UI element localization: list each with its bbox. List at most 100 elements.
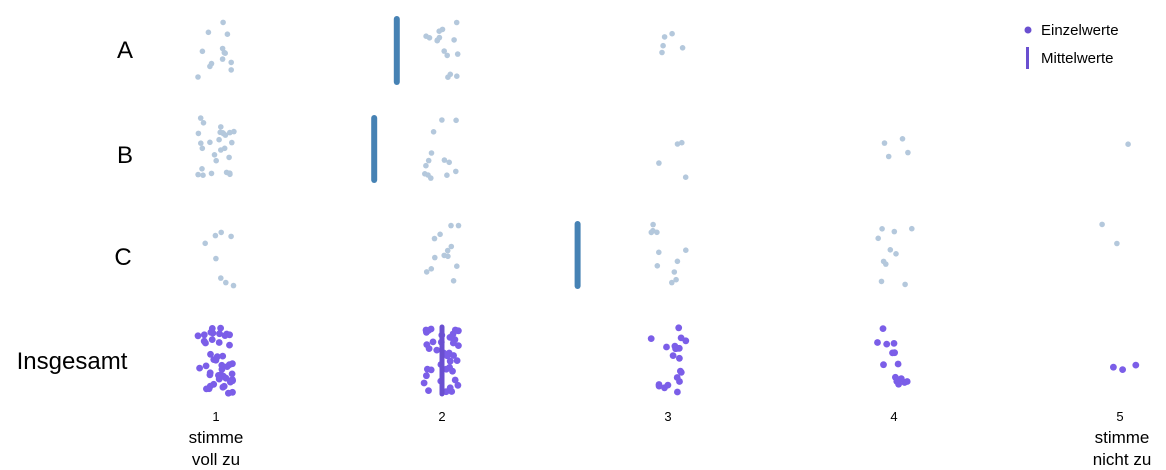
data-point-c-value-4 (909, 225, 915, 232)
data-point-insgesamt-value-1 (227, 378, 234, 386)
data-point-insgesamt-value-1 (218, 366, 226, 373)
data-point-a-value-3 (660, 42, 666, 49)
data-point-c-value-1 (213, 255, 219, 262)
data-point-a-value-2 (445, 74, 451, 80)
data-point-insgesamt-value-4 (883, 340, 891, 348)
data-point-c-value-1 (202, 240, 208, 247)
data-point-b-value-1 (221, 145, 228, 152)
data-point-insgesamt-value-4 (897, 375, 905, 383)
data-point-c-value-4 (878, 278, 885, 285)
data-point-b-value-4 (881, 140, 888, 146)
data-point-a-value-1 (228, 67, 234, 73)
data-point-a-value-3 (659, 49, 665, 56)
data-point-b-value-2 (430, 129, 437, 135)
data-point-c-value-3 (654, 263, 661, 269)
data-point-insgesamt-value-3 (675, 324, 683, 332)
data-point-a-value-1 (222, 50, 228, 56)
data-point-c-value-4 (893, 251, 899, 257)
data-point-insgesamt-value-2 (451, 326, 459, 334)
data-point-b-value-2 (453, 168, 459, 175)
data-point-insgesamt-value-1 (229, 388, 236, 396)
data-point-insgesamt-value-3 (677, 367, 684, 375)
data-point-b-value-1 (211, 152, 218, 158)
data-point-insgesamt-value-3 (677, 334, 685, 342)
data-point-b-value-3 (679, 139, 685, 146)
data-point-b-value-1 (198, 140, 204, 146)
legend-mean-swatch (1026, 47, 1029, 69)
data-point-b-value-2 (425, 157, 432, 164)
data-point-b-value-1 (200, 120, 207, 126)
data-point-c-value-1 (230, 282, 237, 289)
row-label-b: B (117, 142, 133, 169)
legend-point-swatch (1024, 26, 1032, 34)
data-point-c-value-2 (455, 222, 462, 229)
data-point-a-value-2 (451, 37, 457, 43)
data-point-b-value-2 (425, 172, 431, 178)
data-point-c-value-3 (683, 247, 689, 253)
data-point-c-value-4 (875, 235, 881, 242)
data-point-b-value-2 (439, 117, 445, 123)
data-point-insgesamt-value-2 (454, 381, 462, 389)
data-point-b-value-2 (446, 159, 453, 166)
data-point-b-value-4 (905, 149, 911, 156)
data-point-insgesamt-value-1 (205, 385, 213, 393)
row-label-a: A (117, 37, 133, 64)
data-point-a-value-3 (669, 30, 675, 37)
data-point-b-value-1 (199, 145, 206, 152)
data-point-c-value-2 (428, 266, 435, 272)
data-point-insgesamt-value-3 (676, 378, 683, 385)
data-point-a-value-3 (679, 45, 686, 51)
data-point-c-value-2 (431, 235, 438, 242)
data-point-a-value-2 (439, 26, 446, 33)
scale-left-label-line1: stimme (189, 428, 244, 447)
data-point-insgesamt-value-4 (891, 349, 898, 357)
data-point-b-value-3 (682, 174, 689, 180)
data-point-b-value-1 (218, 124, 224, 130)
data-point-insgesamt-value-1 (213, 353, 221, 361)
data-point-b-value-5 (1125, 141, 1131, 147)
data-point-insgesamt-value-4 (874, 339, 881, 346)
data-point-insgesamt-value-4 (880, 361, 887, 369)
data-point-c-value-3 (656, 249, 662, 256)
data-point-insgesamt-value-1 (200, 331, 208, 339)
data-point-insgesamt-value-4 (894, 360, 902, 368)
data-point-b-value-1 (227, 171, 233, 178)
data-point-insgesamt-value-1 (223, 363, 231, 370)
data-point-insgesamt-value-2 (425, 345, 433, 352)
data-point-a-value-2 (454, 73, 460, 79)
data-point-insgesamt-value-1 (208, 325, 216, 332)
data-point-c-value-3 (671, 269, 678, 275)
data-point-insgesamt-value-1 (217, 324, 225, 332)
data-point-a-value-2 (453, 19, 460, 26)
data-point-c-value-2 (448, 243, 455, 250)
data-point-b-value-1 (208, 170, 215, 177)
data-point-insgesamt-value-1 (221, 332, 229, 339)
legend-points-label: Einzelwerte (1041, 22, 1119, 39)
data-point-c-value-5 (1099, 221, 1105, 228)
legend-means-label: Mittelwerte (1041, 50, 1114, 67)
data-point-b-value-1 (195, 130, 202, 137)
row-label-insgesamt: Insgesamt (17, 348, 128, 375)
data-point-c-value-3 (674, 258, 681, 265)
data-point-insgesamt-value-1 (194, 332, 202, 340)
data-point-c-value-1 (218, 275, 224, 281)
data-point-insgesamt-value-3 (664, 381, 672, 389)
data-point-c-value-2 (437, 231, 443, 238)
x-tick-label-3: 3 (664, 409, 671, 424)
data-point-insgesamt-value-1 (229, 360, 236, 368)
data-point-b-value-1 (220, 130, 226, 136)
data-point-insgesamt-value-1 (207, 350, 214, 358)
data-point-a-value-1 (219, 45, 226, 52)
data-point-b-value-2 (423, 162, 429, 169)
data-point-insgesamt-value-1 (215, 339, 223, 346)
data-point-b-value-2 (441, 157, 448, 163)
scale-right-label-line2: nicht zu (1093, 450, 1152, 469)
data-point-b-value-1 (227, 129, 233, 136)
data-point-a-value-1 (208, 60, 215, 67)
data-point-insgesamt-value-3 (663, 343, 670, 351)
data-point-insgesamt-value-3 (674, 388, 681, 396)
data-point-insgesamt-value-2 (420, 379, 428, 387)
data-point-b-value-2 (453, 117, 459, 124)
data-point-b-value-1 (229, 139, 235, 146)
data-point-insgesamt-value-3 (647, 335, 655, 342)
